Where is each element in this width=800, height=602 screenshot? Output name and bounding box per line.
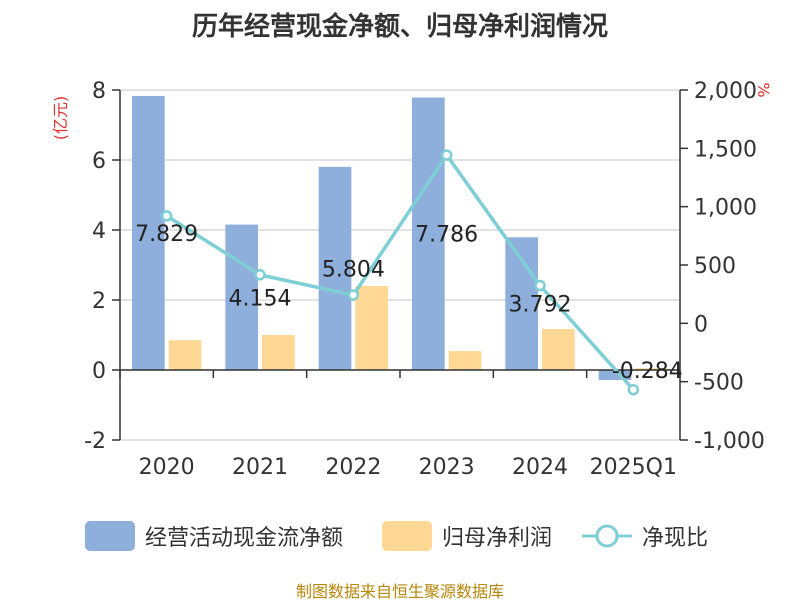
cash-ratio-point[interactable] xyxy=(534,279,546,292)
legend-item-cash-ratio[interactable]: 净现比 xyxy=(582,516,708,556)
cash-ratio-line xyxy=(165,152,635,391)
data-label-cashflow: 5.804 xyxy=(322,257,385,282)
bar-net-profit[interactable] xyxy=(542,329,575,370)
left-axis-tick-label: 4 xyxy=(92,219,106,244)
bar-cashflow[interactable] xyxy=(225,224,258,370)
right-axis-tick-label: 1,500 xyxy=(694,137,757,162)
bar-cashflow[interactable] xyxy=(412,97,445,371)
x-axis-tick-label: 2025Q1 xyxy=(590,455,677,480)
legend-swatch-cash-ratio xyxy=(582,524,632,548)
bar-cashflow[interactable] xyxy=(132,95,165,371)
data-label-cashflow: 7.786 xyxy=(415,223,478,248)
legend-label-net-profit: 归母净利润 xyxy=(442,526,553,551)
right-axis-unit-label: % xyxy=(754,82,773,97)
bar-cashflow[interactable] xyxy=(318,166,352,370)
right-axis-tick-label: 500 xyxy=(694,254,736,279)
legend-swatch-cashflow xyxy=(85,521,135,551)
right-axis-tick-label: 1,000 xyxy=(694,196,757,221)
left-axis-tick-label: -2 xyxy=(84,429,106,454)
left-axis-tick-label: 8 xyxy=(92,79,106,104)
legend-label-cash-ratio: 净现比 xyxy=(642,526,709,551)
left-axis-tick-label: 6 xyxy=(92,149,106,174)
cash-ratio-point[interactable] xyxy=(347,289,360,301)
right-axis-tick-label: 0 xyxy=(694,312,708,337)
x-axis-tick-label: 2023 xyxy=(419,455,475,480)
cash-ratio-point[interactable] xyxy=(160,210,173,222)
cash-ratio-point[interactable] xyxy=(627,383,640,396)
x-axis-tick-label: 2022 xyxy=(325,455,381,480)
right-axis-tick-label: 2,000 xyxy=(694,79,757,104)
right-axis-tick-label: -1,000 xyxy=(694,429,765,454)
left-axis-tick-label: 2 xyxy=(92,289,106,314)
data-source-note: 制图数据来自恒生聚源数据库 xyxy=(295,582,504,601)
data-label-cashflow: 7.829 xyxy=(135,222,198,247)
bar-net-profit[interactable] xyxy=(635,368,668,370)
bar-net-profit[interactable] xyxy=(168,340,202,370)
chart-title: 历年经营现金净额、归母净利润情况 xyxy=(191,12,608,42)
left-axis-unit-label: (亿元) xyxy=(51,96,70,141)
data-label-cashflow: 3.792 xyxy=(509,293,572,318)
left-axis-tick-label: 0 xyxy=(92,359,106,384)
bar-cashflow[interactable] xyxy=(598,370,632,380)
legend-item-cashflow[interactable]: 经营活动现金流净额 xyxy=(85,516,343,556)
cash-ratio-point[interactable] xyxy=(440,149,453,161)
cash-ratio-point[interactable] xyxy=(254,269,266,281)
chart-plot: (亿元) % 8 6 4 2 0 -2 2,000 1,500 1,000 500 0 -500 -1,… xyxy=(51,79,773,480)
legend-item-net-profit[interactable]: 归母净利润 xyxy=(382,516,552,556)
x-axis-tick-label: 2020 xyxy=(139,455,195,480)
bar-net-profit[interactable] xyxy=(448,351,482,370)
legend-label-cashflow: 经营活动现金流净额 xyxy=(145,526,344,551)
data-label-cashflow: -0.284 xyxy=(612,359,683,384)
x-axis-tick-label: 2021 xyxy=(232,455,288,480)
data-label-cashflow: 4.154 xyxy=(229,286,292,311)
bar-net-profit[interactable] xyxy=(262,335,295,370)
legend-swatch-net-profit xyxy=(382,521,432,551)
x-axis-tick-label: 2024 xyxy=(512,455,568,480)
legend: 经营活动现金流净额 归母净利润 净现比 xyxy=(0,516,800,556)
right-axis-tick-label: -500 xyxy=(694,371,744,396)
bar-net-profit[interactable] xyxy=(355,286,388,370)
